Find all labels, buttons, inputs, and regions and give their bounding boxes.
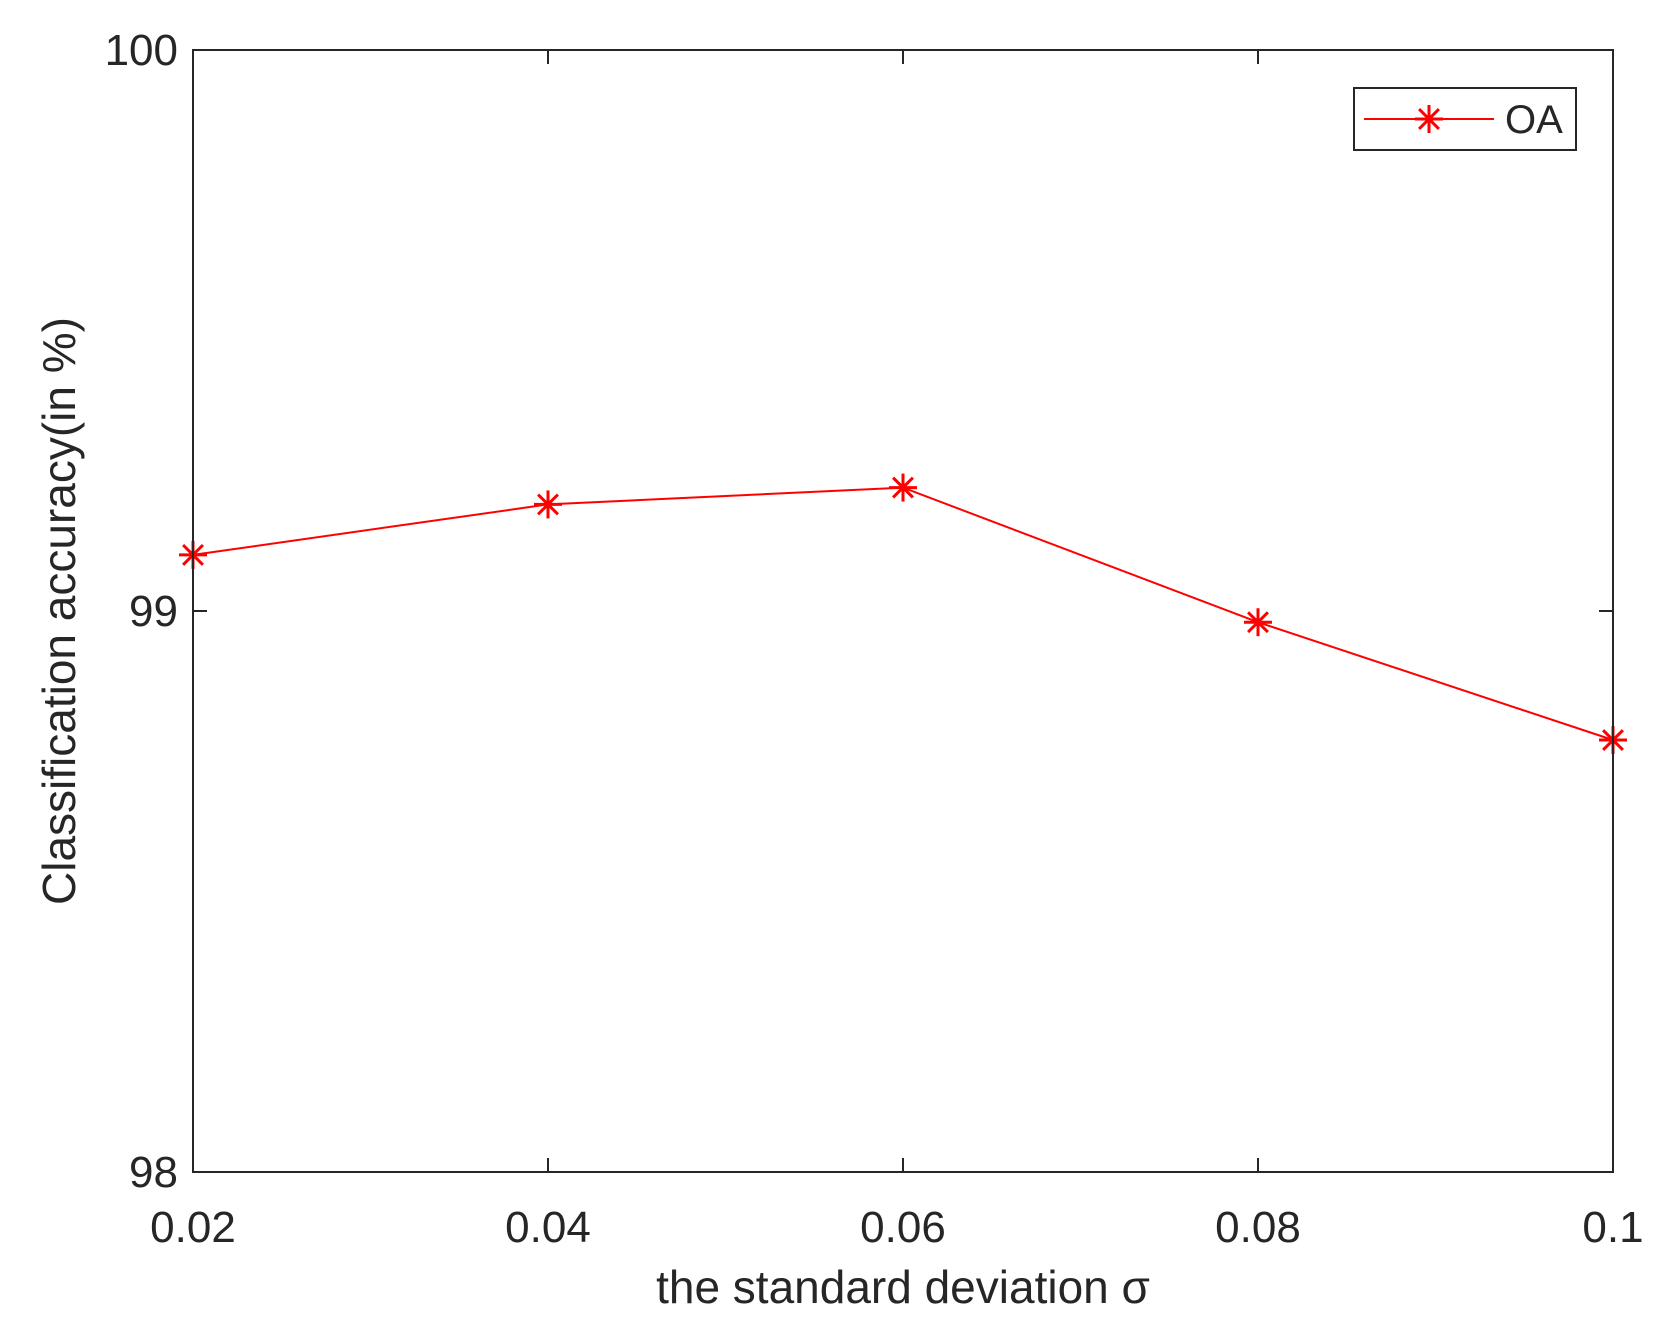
legend: OA (1353, 87, 1577, 151)
y-tick-label: 99 (129, 587, 178, 636)
x-tick-label: 0.04 (505, 1203, 591, 1252)
x-tick-label: 0.02 (150, 1203, 236, 1252)
y-tick-label: 100 (105, 26, 178, 75)
x-axis-title: the standard deviation σ (656, 1261, 1150, 1313)
x-tick-label: 0.08 (1215, 1203, 1301, 1252)
asterisk-marker (1415, 105, 1443, 133)
ticks-layer: 0.02 0.04 0.06 0.08 0.1 98 99 100 (105, 26, 1644, 1252)
y-axis-title: Classification accuracy(in %) (33, 317, 85, 905)
y-tick-label: 98 (129, 1148, 178, 1197)
data-point (1244, 608, 1272, 637)
legend-label-oa: OA (1505, 98, 1563, 142)
data-point (534, 490, 562, 519)
data-point (889, 473, 917, 502)
asterisk-marker (889, 473, 917, 502)
asterisk-marker (534, 490, 562, 519)
legend-marker-icon (1415, 105, 1443, 133)
x-tick-label: 0.06 (860, 1203, 946, 1252)
asterisk-marker (1244, 608, 1272, 637)
plot-frame (192, 49, 1614, 1173)
x-tick-label: 0.1 (1582, 1203, 1643, 1252)
plot-area (193, 50, 1613, 1172)
